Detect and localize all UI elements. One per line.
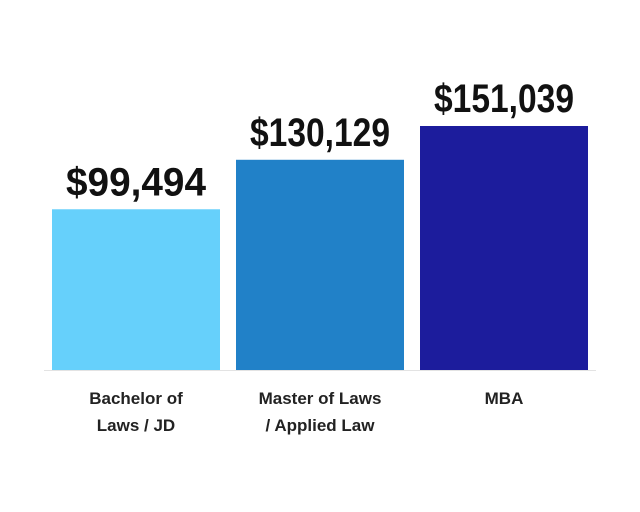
category-label-1-line-1: Bachelor of [89,389,183,408]
category-label-2-line-1: Master of Laws [259,389,382,408]
bar-3 [420,126,588,370]
value-label-1: $99,494 [66,160,207,204]
category-label-2-line-2: / Applied Law [266,416,376,435]
bar-1 [52,209,220,370]
value-label-2: $130,129 [250,111,390,155]
category-labels-group: Bachelor of Laws / JD Master of Laws / Appl… [89,389,523,435]
value-label-3: $151,039 [434,77,574,121]
value-labels-group: $99,494 $130,129 $151,039 [66,77,574,204]
bars-group [52,126,588,370]
category-label-1-line-2: Laws / JD [97,416,175,435]
category-label-3-line-1: MBA [485,389,524,408]
bar-2 [236,159,404,370]
